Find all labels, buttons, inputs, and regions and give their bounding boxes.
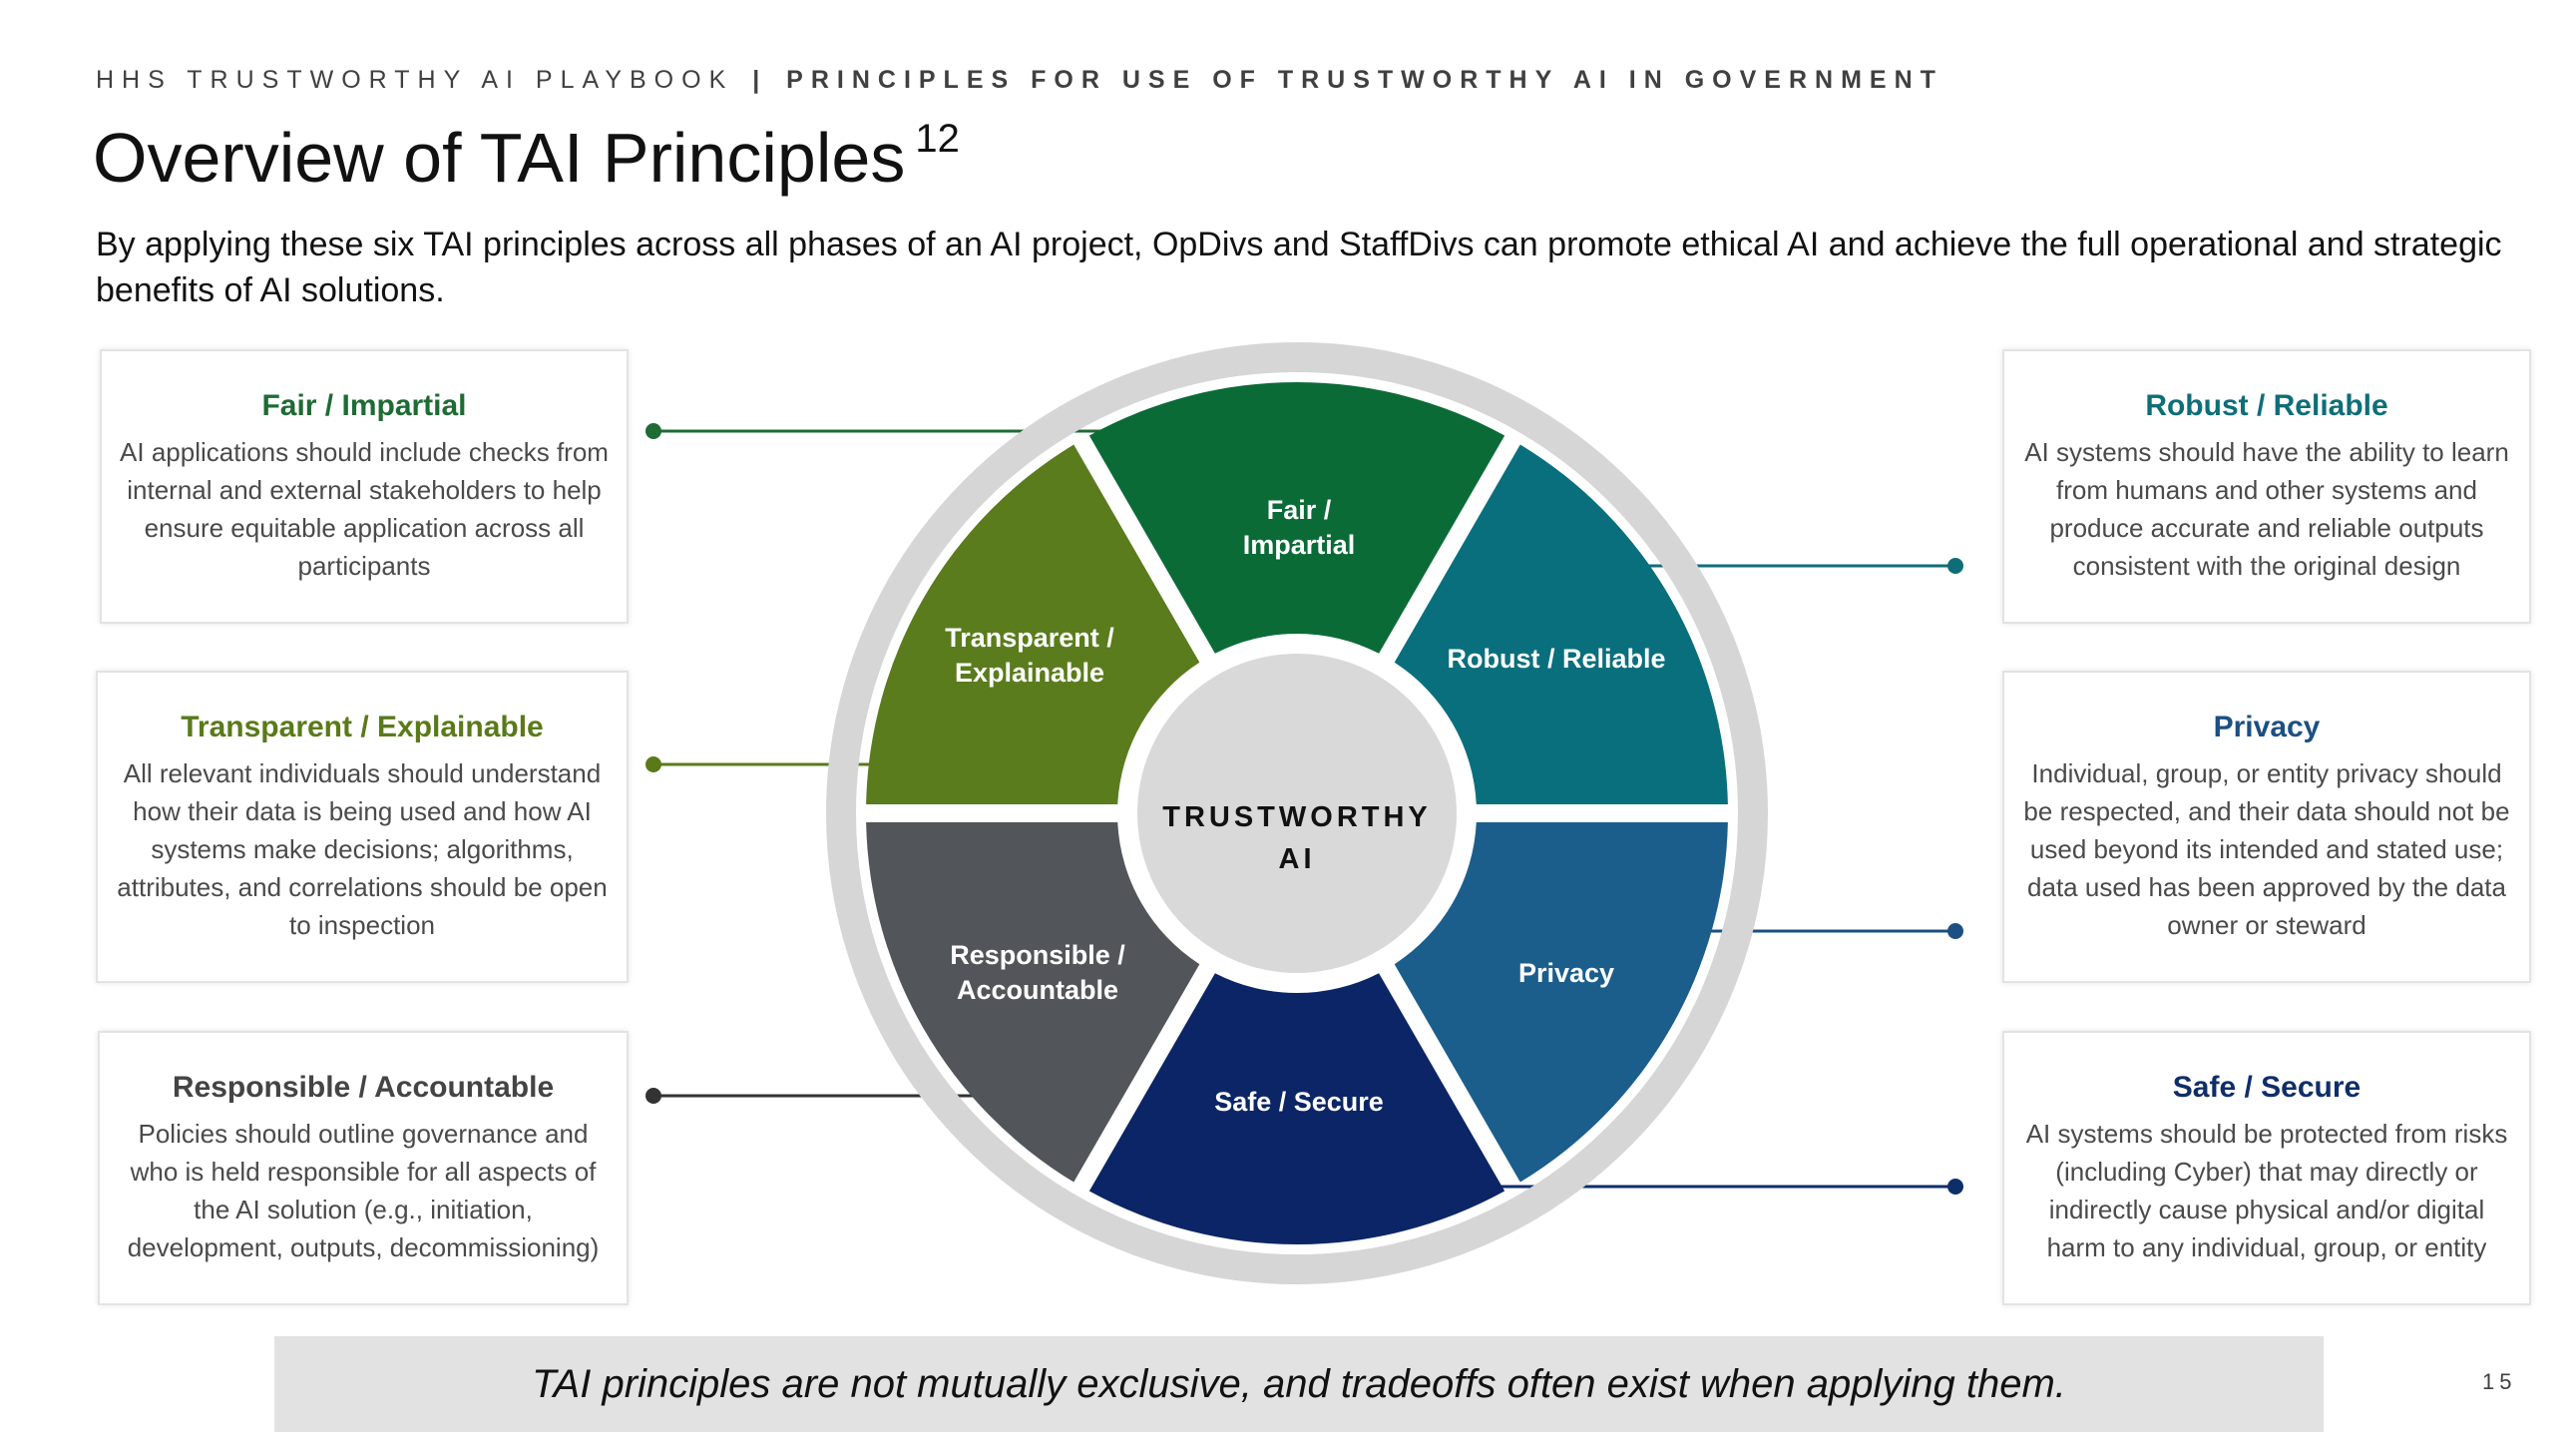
connector-dot-privacy	[1947, 923, 1963, 939]
connector-dot-robust	[1947, 558, 1963, 574]
principle-text-responsible: Policies should outline governance and w…	[127, 1118, 600, 1262]
header-kicker: HHS TRUSTWORTHY AI PLAYBOOK | PRINCIPLES…	[96, 66, 1943, 95]
segment-labels: Fair / Impartial Robust / Reliable Priva…	[945, 495, 1665, 1117]
principle-text-fair: AI applications should include checks fr…	[120, 436, 609, 581]
segment-privacy	[1394, 821, 1728, 1183]
principle-title-responsible: Responsible / Accountable	[172, 1070, 555, 1104]
page-title-text: Overview of TAI Principles	[93, 119, 906, 197]
wheel-hub	[1137, 654, 1457, 973]
hub-label-line2: AI	[1279, 843, 1316, 875]
connector-dot-fair	[645, 423, 661, 439]
segment-robust	[1394, 444, 1728, 805]
segment-label-fair-2: Impartial	[1243, 530, 1356, 560]
segment-transparent	[866, 444, 1200, 805]
segment-fair	[1088, 381, 1505, 654]
connector-dot-transparent	[645, 756, 661, 772]
principle-title-safe: Safe / Secure	[2172, 1070, 2361, 1104]
kicker-separator: |	[752, 66, 768, 94]
segment-label-transparent-1: Transparent /	[945, 623, 1114, 653]
segment-label-privacy: Privacy	[1518, 958, 1614, 988]
connector-dot-safe	[1947, 1179, 1963, 1195]
principle-title-privacy: Privacy	[2213, 710, 2321, 743]
tradeoff-callout: TAI principles are not mutually exclusiv…	[274, 1336, 2324, 1432]
principle-text-safe: AI systems should be protected from risk…	[2025, 1118, 2508, 1262]
principle-card-safe: Safe / Secure AI systems should be prote…	[2002, 1031, 2531, 1305]
page-number: 15	[2482, 1369, 2517, 1394]
principle-card-responsible: Responsible / Accountable Policies shoul…	[98, 1031, 629, 1305]
connector-dot-responsible	[645, 1088, 661, 1104]
segment-label-responsible-2: Accountable	[957, 975, 1118, 1005]
hub-label-line1: TRUSTWORTHY	[1162, 801, 1432, 833]
segment-safe	[1088, 973, 1505, 1244]
wheel-outer-ring	[826, 342, 1768, 1284]
segment-label-robust: Robust / Reliable	[1447, 644, 1665, 674]
title-footnote: 12	[915, 116, 960, 161]
kicker-subtitle: PRINCIPLES FOR USE OF TRUSTWORTHY AI IN …	[786, 66, 1943, 94]
page-title: Overview of TAI Principles 12	[93, 116, 960, 198]
principle-title-robust: Robust / Reliable	[2145, 388, 2388, 422]
segment-label-fair-1: Fair /	[1267, 495, 1332, 525]
segment-label-transparent-2: Explainable	[955, 658, 1104, 688]
principle-text-transparent: All relevant individuals should understa…	[117, 757, 608, 940]
principle-card-transparent: Transparent / Explainable All relevant i…	[96, 671, 629, 983]
segment-label-responsible-1: Responsible /	[950, 940, 1125, 970]
principle-text-privacy: Individual, group, or entity privacy sho…	[2023, 757, 2510, 940]
principle-title-transparent: Transparent / Explainable	[181, 710, 544, 743]
kicker-main: HHS TRUSTWORTHY AI PLAYBOOK	[96, 66, 734, 94]
principle-card-fair: Fair / Impartial AI applications should …	[100, 349, 629, 624]
principle-card-privacy: Privacy Individual, group, or entity pri…	[2002, 671, 2531, 983]
segment-responsible	[866, 821, 1200, 1183]
principle-title-fair: Fair / Impartial	[261, 388, 467, 422]
principle-text-robust: AI systems should have the ability to le…	[2024, 436, 2509, 581]
intro-paragraph: By applying these six TAI principles acr…	[96, 226, 2502, 309]
segment-label-safe: Safe / Secure	[1214, 1087, 1384, 1117]
principle-card-robust: Robust / Reliable AI systems should have…	[2002, 349, 2531, 624]
wheel-segments	[866, 381, 1728, 1244]
